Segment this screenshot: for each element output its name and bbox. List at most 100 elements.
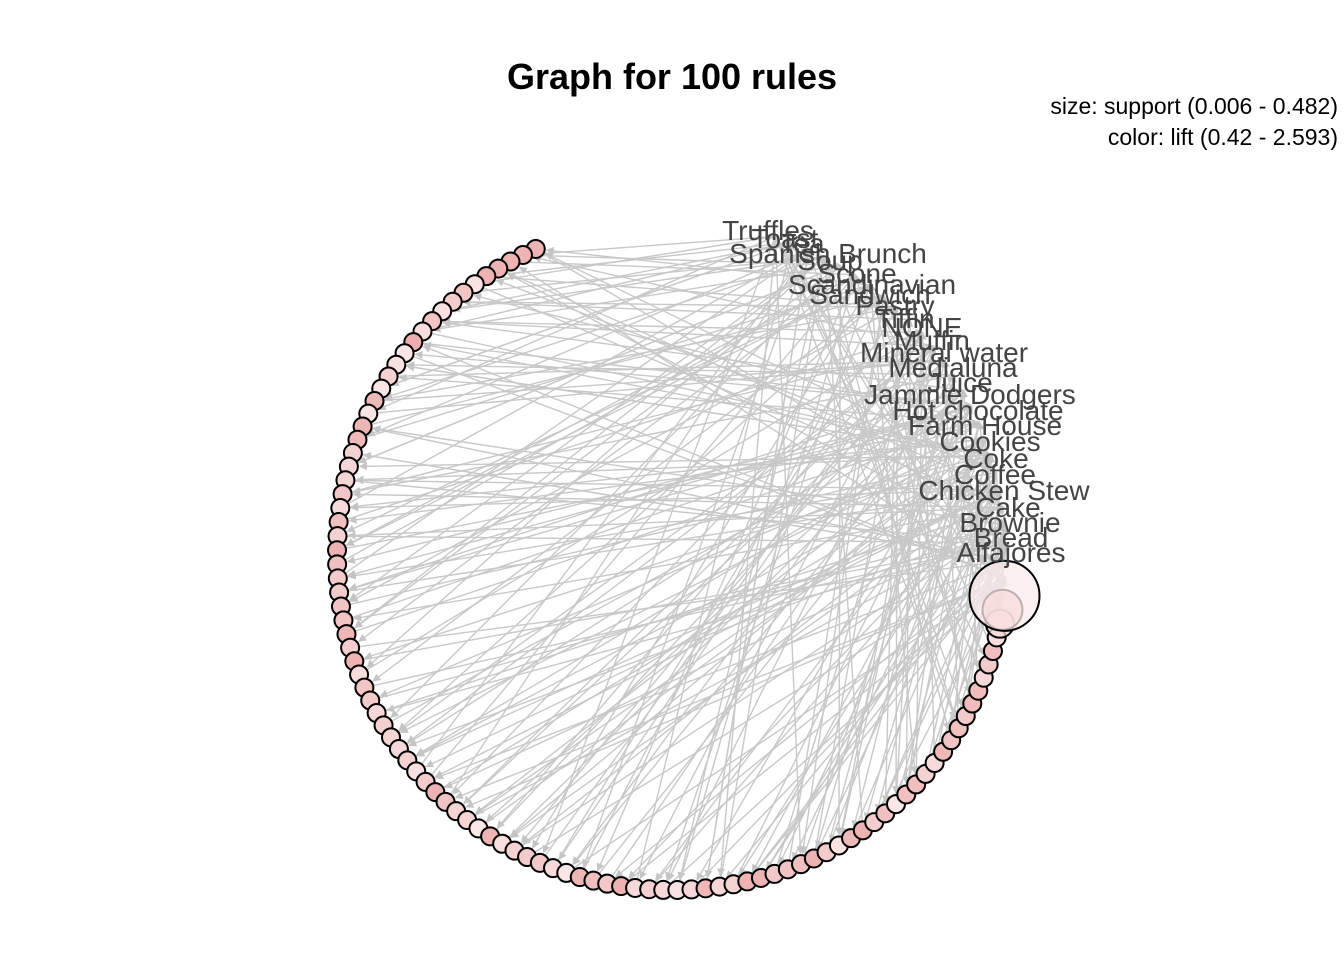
rule-edge	[357, 283, 871, 441]
rule-edge	[374, 356, 946, 402]
rule-edge	[565, 577, 1008, 874]
item-label: Tea	[779, 228, 825, 259]
rule-edge	[746, 559, 1008, 882]
item-label: Bread	[974, 522, 1049, 553]
rule-edge	[352, 452, 1008, 564]
rule-edge	[486, 275, 899, 311]
item-label: Coke	[963, 443, 1028, 474]
rule-edge	[349, 256, 826, 601]
rule-edge	[690, 559, 1008, 890]
rule-edge	[544, 253, 998, 474]
rule-edge	[532, 254, 935, 347]
rule-edge	[347, 506, 1004, 540]
item-label: Alfajores	[957, 537, 1066, 568]
rule-edge	[348, 264, 842, 468]
rule-edge	[455, 359, 946, 812]
rule-edge	[634, 241, 795, 889]
rule-edge	[398, 389, 965, 750]
rule-edge	[791, 242, 964, 707]
rule-edge	[535, 248, 1007, 526]
rule-edge	[354, 256, 826, 628]
rule-edge	[676, 273, 858, 891]
item-label: Hot chocolate	[892, 395, 1063, 426]
rule-edge	[337, 248, 810, 580]
rule-edge	[696, 405, 973, 881]
item-label: Cookies	[939, 426, 1040, 457]
rule-edge	[473, 293, 980, 423]
rule-edge	[863, 421, 981, 821]
rule-edge	[372, 295, 885, 682]
legend-size: size: support (0.006 - 0.482)	[1050, 93, 1338, 119]
rule-edge	[496, 332, 924, 829]
rule-edge	[383, 405, 973, 726]
rule-edge	[386, 542, 1007, 713]
rule-edge	[434, 489, 1001, 778]
item-label: Toast	[752, 223, 819, 254]
rule-edge	[396, 364, 993, 459]
rule-edge	[388, 356, 946, 378]
item-label: Chicken Stew	[918, 475, 1090, 506]
item-label: NONE	[882, 312, 963, 343]
rule-edge	[510, 260, 857, 279]
rule-edge	[425, 489, 1001, 768]
rule-edge	[606, 374, 956, 885]
item-label: Soup	[797, 245, 862, 276]
rule-edge	[815, 374, 956, 849]
rule-edge	[348, 389, 964, 591]
item-label: Truffles	[722, 215, 814, 246]
rule-edge	[358, 274, 856, 642]
rule-edge	[753, 542, 1008, 874]
rule-edge	[592, 405, 973, 882]
rule-edge	[363, 454, 993, 660]
rule-edge	[398, 373, 980, 423]
rule-edge	[423, 341, 993, 457]
rule-edge	[348, 437, 987, 524]
rule-edge	[425, 273, 857, 783]
rule-edge	[465, 577, 1007, 808]
rule-edge	[475, 454, 993, 815]
rule-edge	[345, 274, 856, 546]
rule-edge	[442, 318, 934, 347]
rule-node-layer	[327, 238, 1041, 900]
rule-edge	[507, 273, 1008, 544]
legend-color: color: lift (0.42 - 2.593)	[1107, 124, 1338, 150]
rule-edge	[620, 577, 1007, 887]
item-label: Cake	[975, 492, 1040, 523]
rule-edge	[648, 489, 1002, 890]
item-label: Muffin	[894, 325, 970, 356]
rule-edge	[368, 357, 946, 415]
rule-edge	[350, 557, 1008, 649]
rule-edge	[347, 405, 973, 578]
rule-edge	[343, 404, 974, 622]
chart-title: Graph for 100 rules	[506, 56, 838, 97]
rule-edge	[336, 274, 857, 565]
rule-edge	[662, 577, 1007, 891]
rule-node	[968, 559, 1041, 632]
rule-edge	[522, 254, 842, 270]
rule-edge	[452, 301, 899, 312]
rule-edge	[354, 540, 1008, 662]
rule-edge	[366, 248, 809, 437]
item-label: Sandwich	[809, 279, 930, 310]
rule-edge	[379, 438, 987, 698]
rule-edge	[474, 283, 1005, 509]
rule-edge	[466, 524, 1007, 821]
rule-edge	[518, 266, 1007, 579]
rule-edge	[442, 319, 964, 392]
item-label: Tiffin	[875, 303, 934, 334]
rule-edge	[349, 306, 898, 602]
rule-edge	[510, 489, 1002, 838]
rule-edge	[350, 489, 1001, 512]
rule-edge	[704, 248, 812, 889]
item-label: Spanish Brunch	[729, 238, 927, 269]
item-label: Jammie Dodgers	[864, 379, 1076, 410]
item-label: Juice	[927, 367, 992, 398]
rule-edge	[422, 345, 1007, 580]
item-label: Pastry	[855, 290, 934, 321]
rule-edge	[434, 559, 1008, 780]
rule-edge	[362, 293, 886, 428]
item-label: Coffee	[954, 459, 1036, 490]
rule-edge	[821, 255, 864, 831]
